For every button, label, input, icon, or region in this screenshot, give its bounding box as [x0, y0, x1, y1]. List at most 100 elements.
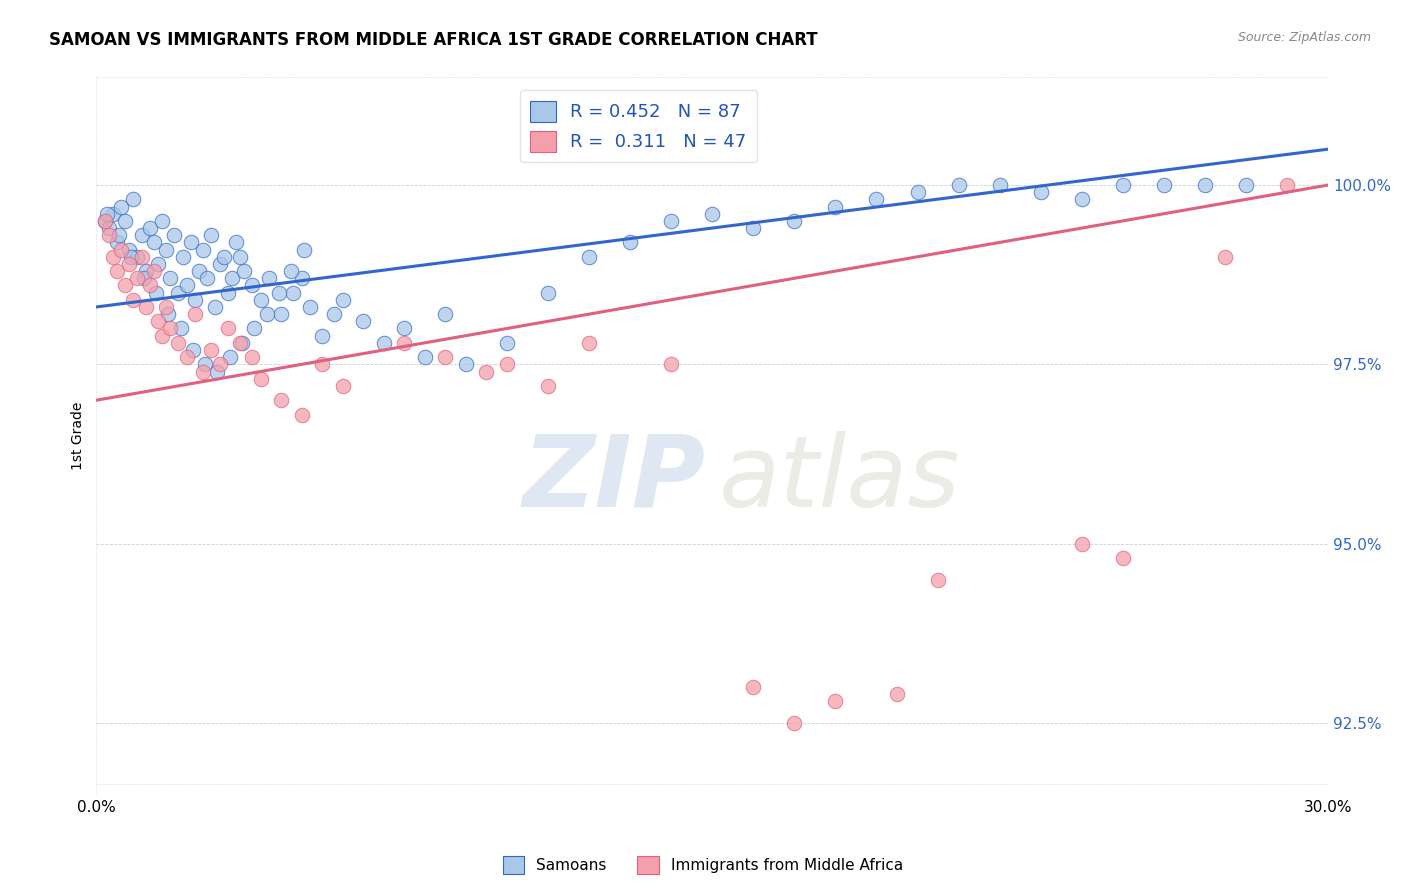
- Point: [132, 271, 155, 285]
- Point: [434, 350, 457, 364]
- Point: [243, 321, 266, 335]
- Point: [496, 357, 519, 371]
- Point: [578, 335, 600, 350]
- Point: [96, 207, 118, 221]
- Point: [138, 221, 160, 235]
- Point: [155, 300, 177, 314]
- Point: [110, 200, 132, 214]
- Point: [865, 193, 887, 207]
- Point: [742, 221, 765, 235]
- Point: [948, 178, 970, 192]
- Point: [659, 357, 682, 371]
- Point: [1275, 178, 1298, 192]
- Point: [184, 293, 207, 307]
- Point: [283, 285, 305, 300]
- Point: [145, 285, 167, 300]
- Point: [142, 264, 165, 278]
- Point: [280, 264, 302, 278]
- Point: [270, 393, 292, 408]
- Point: [207, 364, 229, 378]
- Point: [118, 243, 141, 257]
- Point: [927, 573, 949, 587]
- Point: [496, 335, 519, 350]
- Point: [172, 250, 194, 264]
- Point: [233, 264, 256, 278]
- Point: [1070, 536, 1092, 550]
- Point: [110, 243, 132, 257]
- Point: [824, 200, 846, 214]
- Point: [188, 264, 211, 278]
- Point: [394, 321, 416, 335]
- Point: [225, 235, 247, 250]
- Point: [194, 357, 217, 371]
- Point: [101, 250, 124, 264]
- Point: [122, 293, 145, 307]
- Point: [150, 214, 173, 228]
- Point: [101, 207, 124, 221]
- Point: [242, 350, 264, 364]
- Text: SAMOAN VS IMMIGRANTS FROM MIDDLE AFRICA 1ST GRADE CORRELATION CHART: SAMOAN VS IMMIGRANTS FROM MIDDLE AFRICA …: [49, 31, 818, 49]
- Point: [702, 207, 724, 221]
- Point: [157, 307, 180, 321]
- Point: [311, 328, 333, 343]
- Point: [169, 321, 191, 335]
- Legend: R = 0.452   N = 87, R =  0.311   N = 47: R = 0.452 N = 87, R = 0.311 N = 47: [520, 90, 758, 162]
- Point: [1112, 551, 1135, 566]
- Point: [291, 408, 314, 422]
- Point: [311, 357, 333, 371]
- Point: [218, 350, 240, 364]
- Point: [824, 694, 846, 708]
- Point: [150, 328, 173, 343]
- Point: [127, 271, 149, 285]
- Point: [200, 228, 222, 243]
- Point: [93, 214, 115, 228]
- Point: [242, 278, 264, 293]
- Point: [298, 300, 321, 314]
- Point: [195, 271, 218, 285]
- Point: [191, 364, 214, 378]
- Point: [142, 235, 165, 250]
- Point: [212, 250, 235, 264]
- Point: [135, 300, 157, 314]
- Point: [231, 335, 253, 350]
- Point: [1153, 178, 1175, 192]
- Point: [292, 243, 315, 257]
- Point: [454, 357, 477, 371]
- Y-axis label: 1st Grade: 1st Grade: [72, 402, 86, 470]
- Point: [159, 271, 181, 285]
- Point: [742, 680, 765, 694]
- Point: [332, 293, 354, 307]
- Point: [97, 228, 120, 243]
- Point: [988, 178, 1011, 192]
- Point: [217, 321, 239, 335]
- Point: [1029, 185, 1052, 199]
- Point: [394, 335, 416, 350]
- Point: [181, 343, 204, 357]
- Point: [1194, 178, 1216, 192]
- Point: [291, 271, 314, 285]
- Point: [257, 271, 280, 285]
- Point: [208, 257, 231, 271]
- Point: [146, 257, 169, 271]
- Point: [267, 285, 290, 300]
- Point: [167, 335, 190, 350]
- Point: [184, 307, 207, 321]
- Point: [97, 221, 120, 235]
- Point: [131, 228, 153, 243]
- Point: [180, 235, 202, 250]
- Point: [200, 343, 222, 357]
- Point: [120, 250, 142, 264]
- Point: [332, 379, 354, 393]
- Point: [93, 214, 115, 228]
- Point: [229, 335, 252, 350]
- Point: [352, 314, 374, 328]
- Point: [118, 257, 141, 271]
- Point: [783, 716, 806, 731]
- Text: Source: ZipAtlas.com: Source: ZipAtlas.com: [1237, 31, 1371, 45]
- Point: [114, 214, 136, 228]
- Point: [249, 372, 271, 386]
- Point: [783, 214, 806, 228]
- Point: [108, 228, 131, 243]
- Point: [105, 264, 128, 278]
- Point: [217, 285, 239, 300]
